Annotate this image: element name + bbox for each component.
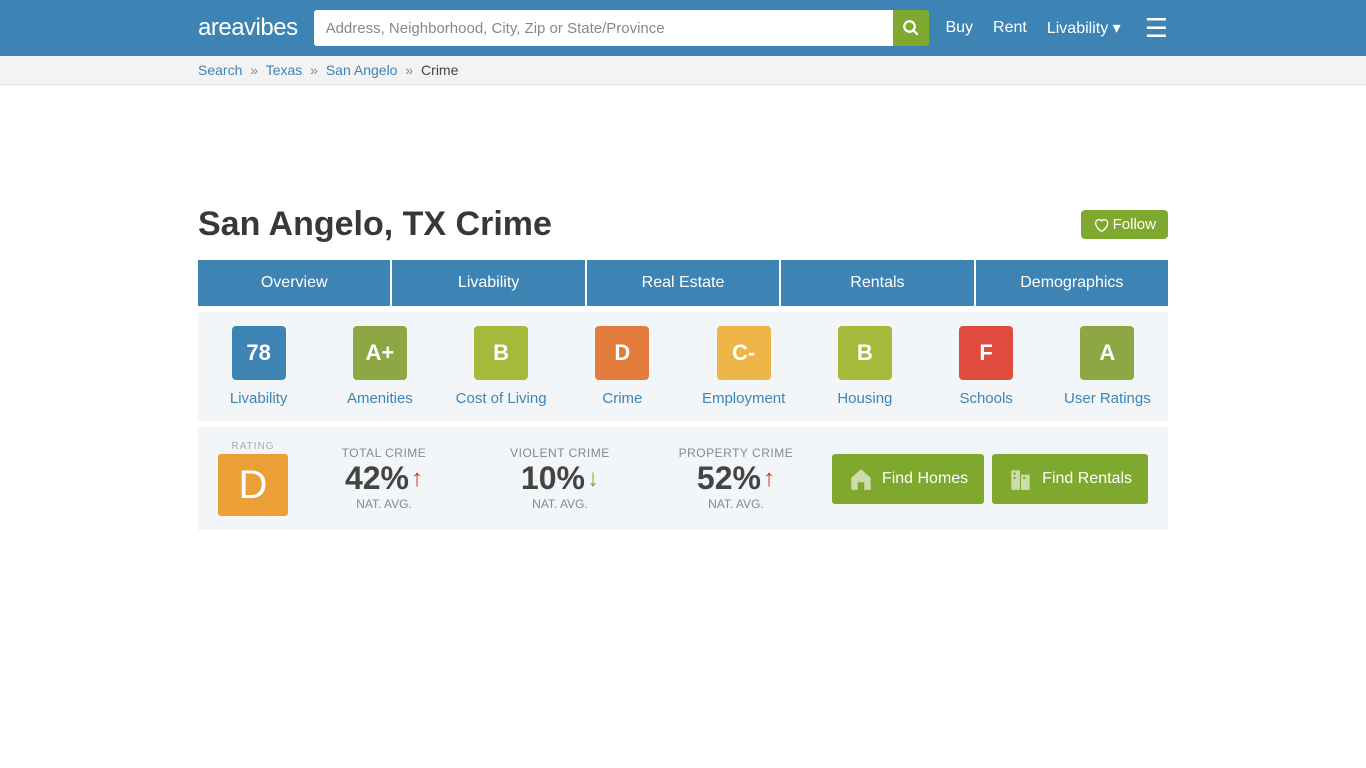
stat-value: 42%↑	[296, 460, 472, 497]
grade-label: Crime	[562, 390, 683, 407]
stat-property-crime: PROPERTY CRIME52%↑NAT. AVG.	[648, 446, 824, 511]
nav-rent[interactable]: Rent	[993, 19, 1027, 37]
stat-total-crime: TOTAL CRIME42%↑NAT. AVG.	[296, 446, 472, 511]
search-input[interactable]	[314, 10, 894, 46]
rating-caption: RATING	[218, 441, 288, 452]
stat-value: 52%↑	[648, 460, 824, 497]
search-icon	[902, 19, 920, 37]
breadcrumb-bar: Search » Texas » San Angelo » Crime	[0, 56, 1366, 85]
grade-item-amenities[interactable]: A+ Amenities	[319, 326, 440, 407]
stat-sub: NAT. AVG.	[296, 497, 472, 511]
page-title: San Angelo, TX Crime	[198, 205, 552, 244]
crumb-search[interactable]: Search	[198, 62, 242, 78]
tab-rentals[interactable]: Rentals	[781, 260, 973, 306]
grade-box: B	[474, 326, 528, 380]
grade-box: 78	[232, 326, 286, 380]
grade-item-schools[interactable]: F Schools	[926, 326, 1047, 407]
heart-icon	[1093, 217, 1109, 233]
find-rentals-label: Find Rentals	[1042, 470, 1132, 488]
follow-label: Follow	[1113, 216, 1156, 233]
site-header: areavibes Buy Rent Livability ▾ ☰	[0, 0, 1366, 56]
stat-violent-crime: VIOLENT CRIME10%↓NAT. AVG.	[472, 446, 648, 511]
arrow-up-icon: ↑	[763, 465, 775, 493]
grade-label: Amenities	[319, 390, 440, 407]
search-form	[314, 10, 930, 46]
logo[interactable]: areavibes	[198, 14, 298, 42]
grade-box: A+	[353, 326, 407, 380]
rating-block: RATING D	[218, 441, 288, 516]
tab-overview[interactable]: Overview	[198, 260, 390, 306]
breadcrumb: Search » Texas » San Angelo » Crime	[198, 62, 1168, 78]
grade-item-livability[interactable]: 78 Livability	[198, 326, 319, 407]
grade-box: F	[959, 326, 1013, 380]
follow-button[interactable]: Follow	[1081, 210, 1168, 239]
grades-row: 78LivabilityA+AmenitiesBCost of LivingDC…	[198, 312, 1168, 421]
nav-buy[interactable]: Buy	[945, 19, 973, 37]
stat-value: 10%↓	[472, 460, 648, 497]
title-row: San Angelo, TX Crime Follow	[198, 205, 1168, 244]
grade-box: B	[838, 326, 892, 380]
logo-text: areavibes	[198, 14, 298, 42]
grade-box: D	[595, 326, 649, 380]
grade-label: Employment	[683, 390, 804, 407]
header-nav: Buy Rent Livability ▾	[945, 18, 1120, 38]
grade-item-user-ratings[interactable]: A User Ratings	[1047, 326, 1168, 407]
grade-box: A	[1080, 326, 1134, 380]
find-homes-button[interactable]: Find Homes	[832, 454, 984, 504]
crumb-sep: »	[405, 62, 413, 78]
tab-bar: Overview Livability Real Estate Rentals …	[198, 260, 1168, 306]
find-rentals-button[interactable]: Find Rentals	[992, 454, 1148, 504]
stat-sub: NAT. AVG.	[472, 497, 648, 511]
grade-item-crime[interactable]: D Crime	[562, 326, 683, 407]
home-icon	[848, 466, 874, 492]
stat-sub: NAT. AVG.	[648, 497, 824, 511]
search-button[interactable]	[893, 10, 929, 46]
nav-livability[interactable]: Livability ▾	[1047, 18, 1121, 38]
building-icon	[1008, 466, 1034, 492]
rating-grade: D	[218, 454, 288, 516]
crumb-current: Crime	[421, 62, 458, 78]
tab-livability[interactable]: Livability	[392, 260, 584, 306]
stats-container: TOTAL CRIME42%↑NAT. AVG.VIOLENT CRIME10%…	[296, 446, 824, 511]
stat-caption: TOTAL CRIME	[296, 446, 472, 460]
grade-label: Cost of Living	[441, 390, 562, 407]
stats-row: RATING D TOTAL CRIME42%↑NAT. AVG.VIOLENT…	[198, 427, 1168, 530]
stat-caption: VIOLENT CRIME	[472, 446, 648, 460]
grade-item-cost-of-living[interactable]: B Cost of Living	[441, 326, 562, 407]
grade-label: Livability	[198, 390, 319, 407]
arrow-down-icon: ↓	[587, 465, 599, 493]
tab-real-estate[interactable]: Real Estate	[587, 260, 779, 306]
tab-demographics[interactable]: Demographics	[976, 260, 1168, 306]
arrow-up-icon: ↑	[411, 465, 423, 493]
grade-item-employment[interactable]: C- Employment	[683, 326, 804, 407]
find-homes-label: Find Homes	[882, 470, 968, 488]
grade-label: User Ratings	[1047, 390, 1168, 407]
grade-label: Housing	[804, 390, 925, 407]
crumb-sep: »	[250, 62, 258, 78]
crumb-texas[interactable]: Texas	[266, 62, 303, 78]
crumb-city[interactable]: San Angelo	[326, 62, 398, 78]
grade-label: Schools	[926, 390, 1047, 407]
grade-box: C-	[717, 326, 771, 380]
grade-item-housing[interactable]: B Housing	[804, 326, 925, 407]
stat-caption: PROPERTY CRIME	[648, 446, 824, 460]
crumb-sep: »	[310, 62, 318, 78]
menu-icon[interactable]: ☰	[1145, 13, 1168, 44]
